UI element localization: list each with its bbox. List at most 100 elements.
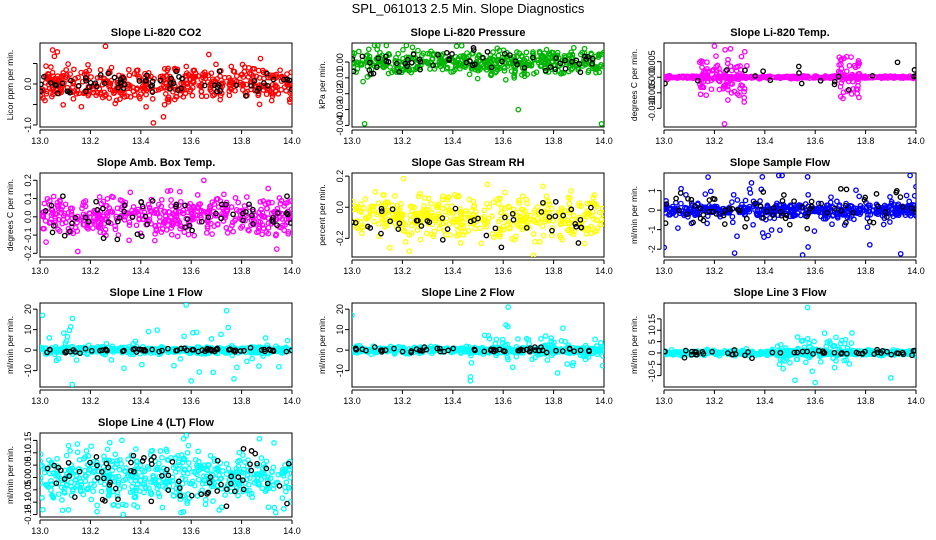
point-reference	[496, 346, 503, 353]
point-outlier	[231, 375, 237, 382]
point-outlier	[804, 174, 811, 180]
x-tick-label: 13.0	[343, 266, 361, 276]
point-main	[223, 208, 230, 215]
point-main	[94, 89, 101, 96]
point-main	[881, 202, 888, 209]
x-tick-label: 13.8	[233, 396, 251, 406]
point-reference	[373, 64, 380, 70]
point-reference	[382, 347, 389, 353]
point-reference	[288, 347, 292, 354]
point-main	[427, 343, 434, 350]
data-points	[352, 175, 604, 257]
point-main	[278, 86, 285, 93]
point-main	[151, 237, 158, 244]
x-tick-label: 13.4	[444, 266, 462, 276]
point-reference	[156, 348, 163, 355]
point-main	[746, 203, 753, 210]
point-main	[238, 225, 244, 231]
point-main	[145, 201, 152, 208]
point-reference	[752, 200, 759, 207]
point-reference	[179, 75, 185, 82]
point-main	[365, 46, 372, 53]
point-main	[371, 43, 378, 49]
x-tick-label: 13.8	[545, 136, 563, 146]
point-main	[460, 53, 467, 59]
point-reference	[42, 208, 49, 214]
point-main	[74, 219, 80, 226]
x-tick-label: 13.0	[655, 266, 673, 276]
point-main	[72, 224, 79, 231]
point-main	[86, 210, 93, 216]
point-reference	[764, 208, 770, 215]
x-tick-label: 13.8	[545, 266, 563, 276]
point-reference	[138, 233, 145, 240]
point-scatter	[208, 336, 215, 342]
point-main	[241, 345, 248, 352]
point-main	[442, 208, 449, 215]
point-main	[70, 95, 77, 102]
point-main	[261, 214, 268, 220]
point-main	[204, 223, 211, 230]
point-reference	[378, 230, 384, 237]
point-main	[40, 225, 46, 232]
point-reference	[575, 240, 582, 246]
point-main	[202, 75, 209, 82]
point-main	[196, 218, 203, 225]
point-reference	[589, 60, 595, 67]
point-reference	[227, 346, 234, 353]
point-burst	[548, 335, 554, 341]
point-main	[192, 74, 198, 81]
point-main	[450, 68, 457, 75]
point-reference	[664, 80, 668, 87]
point-main	[584, 200, 591, 207]
point-main	[685, 214, 691, 220]
point-burst-2	[853, 86, 860, 93]
point-scatter	[779, 173, 785, 179]
point-main	[88, 74, 94, 80]
point-main	[375, 200, 382, 207]
point-reference	[352, 219, 359, 226]
point-main	[408, 222, 415, 229]
point-main	[576, 202, 582, 209]
point-outlier	[49, 47, 56, 53]
point-main	[596, 209, 603, 216]
point-reference	[395, 226, 402, 232]
point-main	[127, 85, 133, 92]
point-main	[55, 216, 62, 223]
point-main	[867, 202, 873, 209]
point-scatter	[171, 362, 177, 369]
point-main	[366, 53, 373, 60]
point-main	[168, 203, 174, 209]
x-tick-label: 13.2	[706, 266, 724, 276]
point-main	[402, 239, 409, 245]
point-burst-2	[854, 76, 861, 82]
point-scatter	[67, 323, 74, 330]
point-scatter	[193, 329, 200, 336]
panel-4: 13.0 13.2 13.4 13.6 13.8 14.0-0.2-0.10.00.10.…	[5, 172, 301, 276]
point-main	[519, 193, 526, 199]
point-main	[213, 61, 219, 68]
y-axis-label: Licor ppm per min.	[5, 50, 15, 120]
point-reference	[795, 63, 802, 70]
point-main	[498, 209, 505, 216]
point-reference	[41, 73, 47, 80]
point-reference	[760, 68, 766, 75]
point-main	[161, 101, 168, 108]
point-reference	[552, 66, 559, 73]
point-main	[43, 88, 50, 95]
point-reference	[72, 214, 79, 221]
point-reference	[230, 211, 236, 218]
point-burst-1	[735, 76, 742, 83]
point-reference	[59, 80, 66, 87]
point-burst-2	[855, 63, 861, 69]
point-reference	[571, 348, 577, 355]
point-reference	[117, 79, 124, 86]
point-reference	[47, 80, 54, 86]
point-main	[545, 206, 551, 212]
point-burst-1	[713, 53, 719, 59]
point-main	[209, 231, 215, 237]
point-reference	[61, 232, 68, 239]
point-burst-2	[856, 70, 863, 77]
point-reference	[439, 236, 446, 243]
point-reference	[439, 215, 446, 221]
